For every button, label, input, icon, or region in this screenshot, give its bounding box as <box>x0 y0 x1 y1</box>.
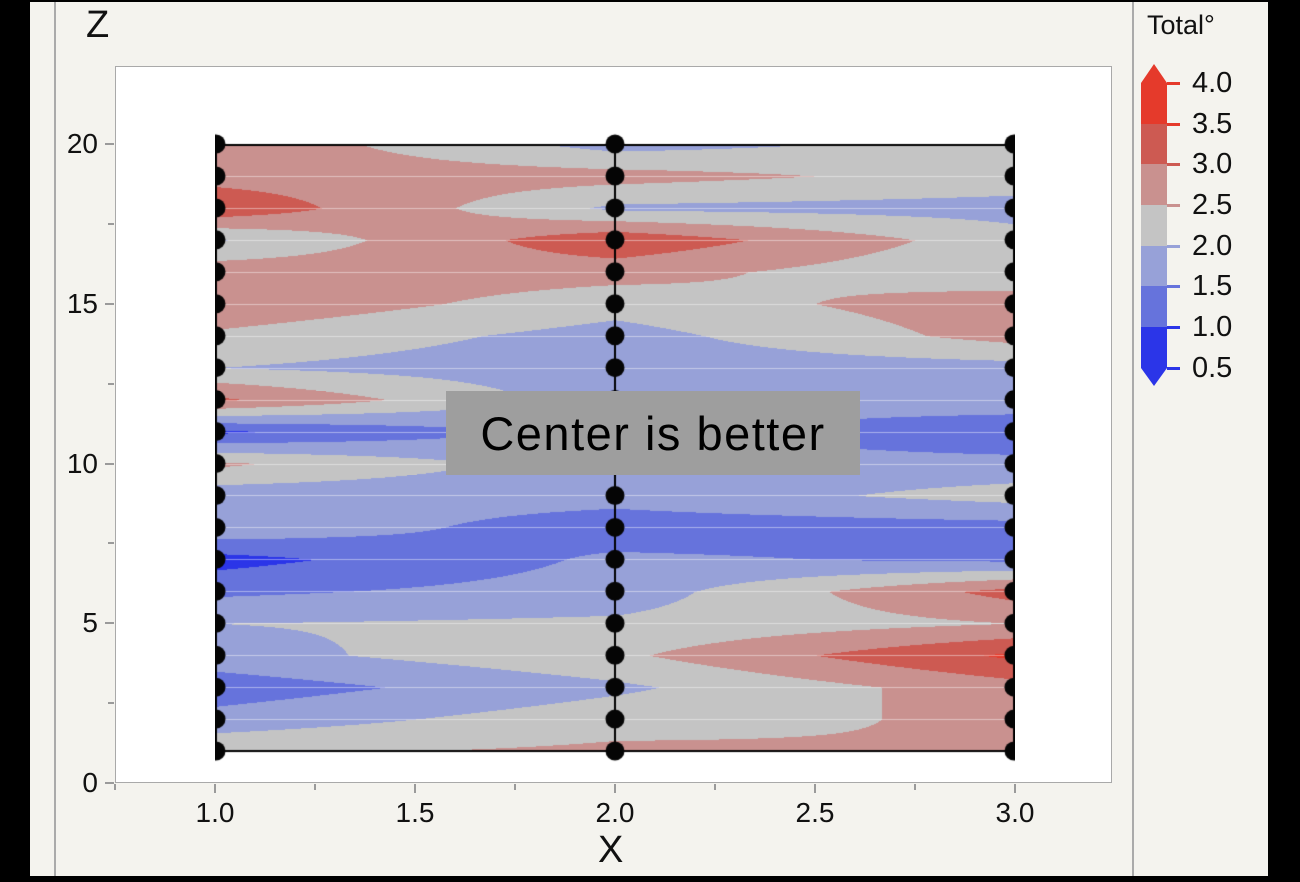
top-border-line <box>0 0 1300 2</box>
x-minor-tick <box>714 784 716 790</box>
x-tick-label: 2.5 <box>795 797 835 828</box>
legend-band <box>1141 83 1167 124</box>
legend-band <box>1141 327 1167 368</box>
legend-tick-label: 4.0 <box>1192 67 1233 99</box>
legend-top-arrow <box>1141 64 1167 83</box>
legend-band <box>1141 246 1167 286</box>
x-major-tick <box>814 784 816 793</box>
y-major-tick <box>105 462 114 465</box>
legend-tick <box>1167 245 1180 248</box>
right-black-band <box>1268 0 1300 882</box>
x-minor-tick <box>314 784 316 790</box>
annotation-text: Center is better <box>480 406 826 460</box>
legend-tick-label: 3.5 <box>1192 108 1233 140</box>
x-major-tick <box>214 784 216 793</box>
legend-bottom-arrow <box>1141 368 1167 386</box>
y-major-tick <box>105 622 114 625</box>
legend-tick <box>1167 285 1180 288</box>
x-minor-tick <box>514 784 516 790</box>
legend-band <box>1141 205 1167 246</box>
x-minor-tick <box>914 784 916 790</box>
y-tick-label: 0 <box>82 767 98 798</box>
legend-tick-label: 1.0 <box>1192 311 1233 343</box>
left-divider-line <box>54 2 56 876</box>
y-minor-tick <box>108 542 114 545</box>
bottom-black-band <box>0 876 1300 882</box>
x-tick-label: 3.0 <box>995 797 1035 828</box>
x-tick-label: 1.0 <box>195 797 235 828</box>
legend-tick-label: 0.5 <box>1192 352 1233 384</box>
legend-divider-line <box>1132 2 1134 876</box>
legend-title: Total° <box>1147 10 1215 40</box>
y-tick-label: 15 <box>66 287 98 319</box>
x-axis-title: X <box>598 829 624 871</box>
legend-tick <box>1167 82 1180 85</box>
legend-tick-label: 1.5 <box>1192 270 1233 302</box>
y-tick-label: 20 <box>66 128 98 159</box>
legend-tick <box>1167 326 1180 329</box>
x-major-tick <box>1014 784 1016 793</box>
x-major-tick <box>414 784 416 793</box>
y-tick-label: 10 <box>66 447 98 479</box>
legend-tick-label: 2.0 <box>1192 230 1233 262</box>
legend-band <box>1141 164 1167 205</box>
y-major-tick <box>105 782 114 784</box>
legend-tick-label: 2.5 <box>1192 189 1233 221</box>
x-minor-tick <box>114 784 116 790</box>
legend-band <box>1141 124 1167 164</box>
legend-band <box>1141 286 1167 327</box>
y-minor-tick <box>108 222 114 225</box>
legend-tick <box>1167 123 1180 126</box>
y-tick-label: 5 <box>82 607 98 639</box>
y-major-tick <box>105 302 114 305</box>
y-minor-tick <box>108 382 114 385</box>
legend-tick <box>1167 204 1180 207</box>
legend-tick <box>1167 163 1180 166</box>
y-minor-tick <box>108 702 114 705</box>
annotation-box[interactable]: Center is better <box>446 391 860 475</box>
x-tick-label: 1.5 <box>395 797 435 828</box>
legend-tick <box>1167 367 1180 370</box>
left-black-band <box>0 0 30 882</box>
x-major-tick <box>614 784 616 793</box>
x-tick-label: 2.0 <box>595 797 635 828</box>
legend-tick-label: 3.0 <box>1192 148 1233 180</box>
y-axis-title: Z <box>86 4 110 46</box>
y-major-tick <box>105 143 114 145</box>
